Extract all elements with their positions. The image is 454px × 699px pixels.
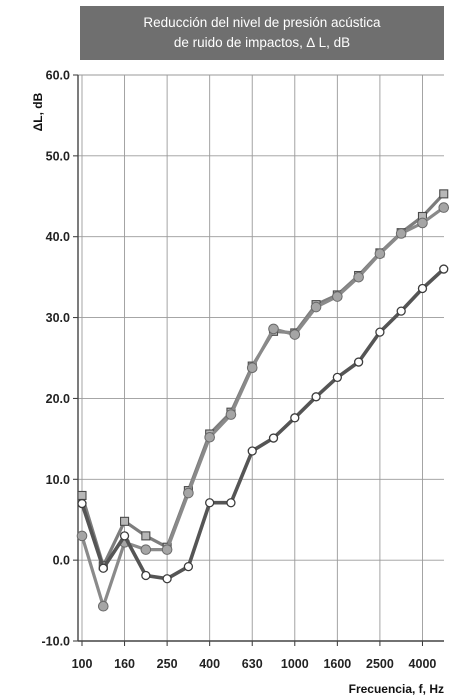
data-point — [120, 516, 130, 526]
data-point — [97, 600, 109, 612]
data-point — [141, 570, 151, 581]
series-layer — [76, 189, 450, 612]
y-tick-label: 40.0 — [46, 230, 70, 244]
x-tick-label: 2500 — [366, 657, 394, 671]
data-point — [268, 433, 279, 443]
data-point — [246, 362, 258, 374]
series-2 — [76, 202, 450, 612]
data-point — [289, 329, 301, 340]
y-tick-label: 0.0 — [53, 554, 70, 568]
data-point — [311, 392, 321, 402]
y-tick-label: 50.0 — [46, 149, 70, 163]
y-tick-label: -10.0 — [42, 635, 71, 649]
grid — [78, 74, 444, 642]
y-tick-label: 20.0 — [46, 392, 70, 406]
y-tick-label: 10.0 — [46, 473, 70, 487]
data-point — [374, 248, 386, 259]
x-tick-label: 160 — [114, 657, 135, 671]
data-point — [353, 271, 364, 283]
chart-title-line-2: de ruido de impactos, ∆ L, dB — [173, 35, 351, 50]
x-tick-label: 4000 — [409, 657, 437, 671]
data-point — [98, 563, 108, 573]
chart-title-line-1: Reducción del nivel de presión acústica — [143, 15, 381, 30]
y-tick-label: 30.0 — [46, 311, 70, 325]
data-point — [76, 530, 88, 542]
data-point — [332, 291, 343, 302]
data-point — [204, 431, 215, 443]
data-point — [140, 544, 152, 555]
data-point — [310, 301, 322, 313]
series-3 — [77, 264, 449, 584]
data-point — [417, 283, 428, 294]
data-point — [396, 306, 406, 316]
data-point — [141, 531, 151, 541]
data-point — [247, 446, 257, 456]
data-point — [226, 498, 236, 508]
axes — [73, 74, 444, 646]
data-point — [417, 217, 428, 229]
x-tick-label: 100 — [72, 657, 93, 671]
x-tick-label: 400 — [199, 657, 220, 671]
y-tick-label: 60.0 — [46, 69, 70, 83]
x-axis-label: Frecuencia, f, Hz — [349, 682, 444, 696]
x-tick-label: 1000 — [281, 657, 309, 671]
data-point — [225, 409, 237, 420]
series-line — [80, 267, 445, 581]
data-point — [77, 490, 87, 501]
x-tick-label: 250 — [157, 657, 178, 671]
data-point — [353, 357, 364, 367]
data-point — [183, 487, 194, 499]
data-point — [438, 202, 450, 213]
data-point — [161, 544, 173, 555]
x-tick-label: 1600 — [323, 657, 351, 671]
data-point — [439, 264, 449, 274]
data-point — [183, 561, 194, 572]
chart-title: Reducción del nivel de presión acústica … — [80, 6, 444, 60]
x-tick-label: 630 — [242, 657, 263, 671]
plot-area — [78, 75, 444, 641]
data-point — [77, 498, 87, 509]
data-point — [439, 189, 449, 199]
data-point — [119, 531, 130, 541]
data-point — [162, 574, 172, 584]
data-point — [375, 327, 385, 337]
data-point — [205, 498, 215, 508]
data-point — [395, 228, 407, 239]
data-point — [268, 323, 279, 335]
y-axis-label: ΔL, dB — [31, 92, 45, 131]
data-point — [332, 372, 342, 383]
data-point — [290, 413, 300, 423]
